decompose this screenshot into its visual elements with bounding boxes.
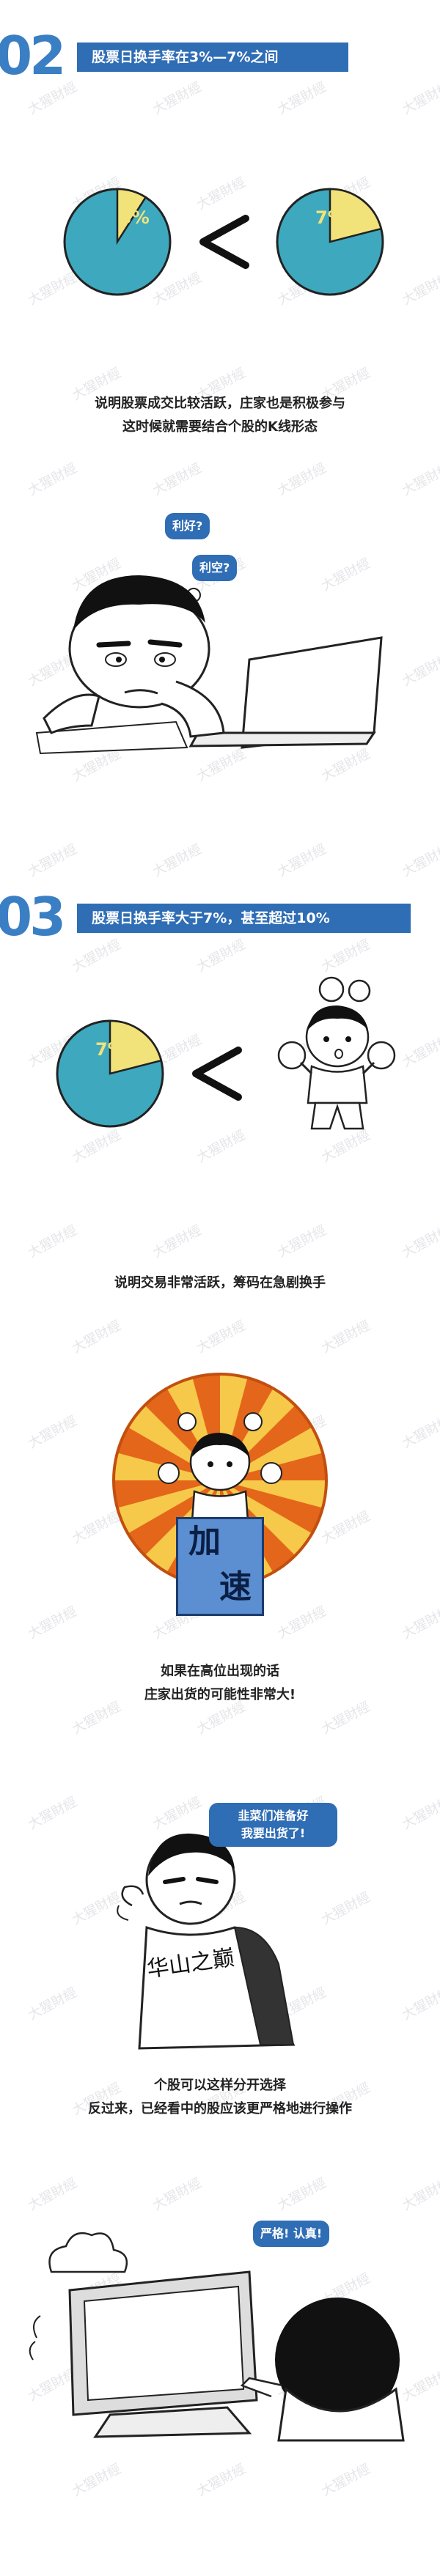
watermark-text: 大猩財經 bbox=[194, 1127, 249, 1166]
juggling-man-illustration bbox=[277, 976, 396, 1130]
sunburst-ray bbox=[220, 1480, 326, 1538]
speech-bubble-strict: 严格! 认真! bbox=[253, 2221, 330, 2247]
pie-slice bbox=[109, 1019, 163, 1075]
sign-char: 加 bbox=[188, 1523, 221, 1560]
watermark-text: 大猩財經 bbox=[70, 2461, 124, 2500]
accelerate-sign: 加 速 bbox=[176, 1517, 264, 1616]
watermark-text: 大猩財經 bbox=[26, 1603, 80, 1642]
speech-bubble: 韭菜们准备好 我要出货了! bbox=[209, 1803, 337, 1847]
watermark-text: 大猩財經 bbox=[26, 2175, 80, 2214]
caption-line: 如果在高位出现的话 bbox=[161, 1664, 279, 1679]
watermark-text: 大猩財經 bbox=[70, 1127, 124, 1166]
pie-slice bbox=[116, 188, 147, 246]
less-than-symbol bbox=[192, 1047, 242, 1101]
caption-line: 说明股票成交比较活跃，庄家也是积极参与 bbox=[95, 396, 345, 411]
watermark-text: 大猩財經 bbox=[319, 2461, 373, 2500]
caption-section-3-b: 如果在高位出现的话 庄家出货的可能性非常大! bbox=[0, 1660, 440, 1707]
pie-slice bbox=[329, 188, 383, 243]
watermark-text: 大猩財經 bbox=[400, 1413, 440, 1452]
robe-man-illustration bbox=[117, 1833, 296, 2050]
caption-line: 个股可以这样分开选择 bbox=[154, 2078, 286, 2093]
speech-line: 我要出货了! bbox=[241, 1826, 306, 1840]
watermark-text: 大猩財經 bbox=[400, 79, 440, 118]
watermark-text: 大猩財經 bbox=[400, 1985, 440, 2023]
watermark-text: 大猩財經 bbox=[150, 1222, 205, 1261]
watermark-text: 大猩財經 bbox=[26, 1985, 80, 2023]
watermark-text: 大猩財經 bbox=[150, 79, 205, 118]
watermark-text: 大猩財經 bbox=[400, 460, 440, 499]
watermark-text: 大猩財經 bbox=[400, 841, 440, 880]
watermark-text: 大猩財經 bbox=[150, 460, 205, 499]
caption-section-3-c: 个股可以这样分开选择 反过来，已经看中的股应该更严格地进行操作 bbox=[0, 2074, 440, 2121]
watermark-text: 大猩財經 bbox=[70, 1318, 124, 1357]
watermark-text: 大猩財經 bbox=[26, 841, 80, 880]
watermark-text: 大猩財經 bbox=[26, 1413, 80, 1452]
section-03-header: 03 股票日换手率大于7%，甚至超过10% bbox=[0, 886, 440, 948]
pie-label: 3% bbox=[120, 207, 150, 228]
caption-section-3-a: 说明交易非常活跃，筹码在急剧换手 bbox=[114, 1275, 326, 1291]
watermark-text: 大猩財經 bbox=[26, 1794, 80, 1833]
watermark-text: 大猩財經 bbox=[275, 460, 329, 499]
watermark-text: 大猩財經 bbox=[400, 1032, 440, 1071]
section-02-header: 02 股票日换手率在3%—7%之间 bbox=[0, 25, 440, 86]
sign-char: 速 bbox=[219, 1568, 252, 1606]
computer-man-illustration bbox=[29, 2232, 405, 2442]
watermark-text: 大猩財經 bbox=[400, 1794, 440, 1833]
sunburst-ray bbox=[220, 1374, 277, 1480]
watermark-text: 大猩財經 bbox=[275, 1603, 329, 1642]
watermark-text: 大猩財經 bbox=[150, 2175, 205, 2214]
watermark-text: 大猩財經 bbox=[275, 1222, 329, 1261]
section-number: 02 bbox=[0, 25, 66, 86]
watermark-text: 大猩財經 bbox=[150, 841, 205, 880]
watermark-text: 大猩財經 bbox=[194, 1318, 249, 1357]
watermark-text: 大猩財經 bbox=[400, 1222, 440, 1261]
caption-line: 反过来，已经看中的股应该更严格地进行操作 bbox=[88, 2101, 352, 2116]
pie-chart-3-percent: 3% bbox=[63, 188, 172, 296]
thought-bubble-bad-news: 利空? bbox=[192, 555, 238, 581]
pie-chart-7-percent: 7% bbox=[56, 1019, 164, 1128]
caption-line: 这时候就需要结合个股的K线形态 bbox=[122, 419, 318, 435]
section-title: 股票日换手率在3%—7%之间 bbox=[77, 43, 348, 72]
watermark-text: 大猩財經 bbox=[275, 79, 329, 118]
watermark-text: 大猩財經 bbox=[26, 1222, 80, 1261]
caption-line: 庄家出货的可能性非常大! bbox=[144, 1687, 296, 1702]
section-number: 03 bbox=[0, 886, 66, 948]
watermark-text: 大猩財經 bbox=[400, 2175, 440, 2214]
less-than-symbol bbox=[199, 215, 249, 269]
section-title: 股票日换手率大于7%，甚至超过10% bbox=[77, 904, 411, 933]
caption-section-2: 说明股票成交比较活跃，庄家也是积极参与 这时候就需要结合个股的K线形态 bbox=[0, 392, 440, 439]
pie-label: 7% bbox=[95, 1039, 125, 1060]
watermark-text: 大猩財經 bbox=[275, 2175, 329, 2214]
speech-line: 韭菜们准备好 bbox=[238, 1809, 309, 1823]
watermark-text: 大猩財經 bbox=[319, 1318, 373, 1357]
watermark-text: 大猩財經 bbox=[400, 270, 440, 309]
pie-chart-7-percent: 7% bbox=[276, 188, 384, 296]
sunburst-accelerate-illustration bbox=[112, 1373, 328, 1588]
watermark-text: 大猩財經 bbox=[400, 1603, 440, 1642]
thought-bubble-good-news: 利好? bbox=[165, 513, 210, 539]
watermark-text: 大猩財經 bbox=[194, 174, 249, 213]
watermark-text: 大猩財經 bbox=[275, 841, 329, 880]
pie-label: 7% bbox=[315, 207, 345, 228]
watermark-text: 大猩財經 bbox=[26, 460, 80, 499]
watermark-text: 大猩財經 bbox=[194, 2461, 249, 2500]
thinking-man-illustration bbox=[35, 575, 383, 755]
